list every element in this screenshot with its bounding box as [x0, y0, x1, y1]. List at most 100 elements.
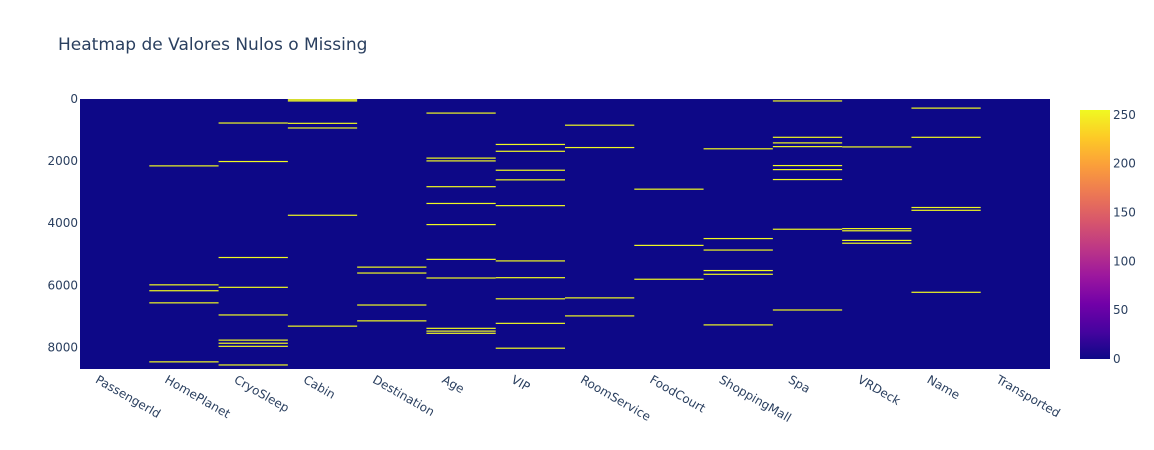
x-tick-label: Name [925, 372, 963, 402]
y-axis: 0 2000 4000 6000 8000 [47, 92, 78, 354]
missing-value-line [287, 100, 358, 102]
x-tick-label: CryoSleep [232, 372, 292, 415]
missing-value-line [703, 249, 773, 251]
y-tick-label: 8000 [47, 340, 78, 354]
missing-value-line [634, 244, 704, 246]
x-tick-label: Age [440, 372, 467, 396]
colorbar-tick-label: 50 [1113, 303, 1128, 317]
missing-value-line [426, 202, 496, 205]
missing-value-line [357, 272, 427, 274]
missing-value-line [911, 136, 981, 138]
missing-value-line [287, 99, 358, 101]
missing-value-line [495, 205, 565, 207]
missing-value-line [911, 209, 981, 211]
colorbar-tick-label: 250 [1113, 108, 1136, 122]
y-tick-label: 6000 [47, 278, 78, 292]
missing-value-line [495, 347, 565, 349]
missing-value-line [565, 297, 635, 299]
colorbar-tick-label: 200 [1113, 157, 1136, 171]
missing-value-line [218, 160, 288, 163]
missing-value-line [495, 150, 565, 152]
x-tick-label: Cabin [301, 372, 338, 401]
colorbar: 0 50 100 150 200 250 [1080, 108, 1136, 366]
missing-value-line [149, 290, 219, 292]
heatmap-area [80, 99, 1050, 369]
missing-value-line [495, 322, 565, 324]
missing-value-line [426, 277, 496, 279]
heatmap-background [80, 99, 1050, 369]
missing-value-line [634, 188, 704, 190]
missing-value-line [426, 112, 496, 114]
missing-value-line [218, 345, 288, 347]
missing-value-line [287, 325, 358, 327]
missing-value-line [426, 258, 496, 260]
colorbar-tick-label: 100 [1113, 254, 1136, 268]
missing-value-line [911, 107, 981, 109]
x-tick-label: HomePlanet [162, 372, 233, 421]
chart-title: Heatmap de Valores Nulos o Missing [58, 35, 367, 55]
missing-value-line [772, 178, 843, 181]
missing-value-line [772, 136, 843, 138]
x-tick-label: Transported [993, 372, 1063, 420]
missing-value-line [426, 332, 496, 334]
missing-value-line [149, 302, 219, 304]
missing-value-line [772, 100, 843, 102]
colorbar-gradient [1080, 110, 1110, 359]
missing-value-line [703, 324, 773, 326]
missing-value-line [495, 260, 565, 262]
missing-value-line [842, 242, 912, 244]
x-tick-label: FoodCourt [647, 372, 708, 415]
x-tick-label: Destination [370, 372, 437, 419]
missing-value-line [218, 122, 288, 124]
missing-value-line [287, 127, 358, 129]
missing-value-line [149, 361, 219, 363]
missing-value-line [426, 330, 496, 332]
missing-value-line [772, 146, 843, 148]
x-tick-label: RoomService [578, 372, 653, 423]
missing-value-line [703, 148, 773, 150]
missing-value-line [634, 278, 704, 280]
missing-value-line [357, 304, 427, 306]
missing-value-line [703, 269, 773, 272]
missing-value-line [287, 122, 358, 124]
missing-value-line [218, 256, 288, 259]
missing-value-line [287, 214, 358, 216]
missing-value-line [565, 124, 635, 126]
missing-value-line [565, 315, 635, 317]
missing-value-line [911, 206, 981, 209]
missing-value-line [772, 228, 843, 230]
missing-value-line [842, 146, 912, 148]
missing-value-line [495, 169, 565, 171]
x-tick-label: PassengerId [93, 372, 163, 420]
x-tick-label: VRDeck [855, 372, 903, 408]
missing-value-line [772, 169, 843, 171]
missing-value-line [703, 273, 773, 275]
missing-value-line [426, 160, 496, 162]
missing-value-line [218, 364, 288, 366]
x-tick-label: ShoppingMall [717, 372, 794, 424]
missing-value-line [703, 237, 773, 240]
missing-value-line [426, 157, 496, 159]
missing-value-line [495, 298, 565, 300]
missing-value-line [495, 277, 565, 279]
missing-value-line [772, 142, 843, 144]
y-tick-label: 4000 [47, 216, 78, 230]
colorbar-tick-label: 0 [1113, 352, 1121, 366]
missing-value-line [495, 143, 565, 146]
missing-value-line [565, 146, 635, 149]
x-tick-label: VIP [509, 372, 532, 394]
missing-value-line [772, 309, 843, 311]
x-tick-label: Spa [786, 372, 813, 395]
missing-value-line [357, 266, 427, 268]
missing-value-line [426, 327, 496, 329]
missing-value-line [357, 320, 427, 322]
missing-value-line [426, 223, 496, 226]
missing-value-line [842, 230, 912, 232]
missing-value-line [218, 286, 288, 288]
missing-value-line [842, 239, 912, 242]
missing-value-line [426, 186, 496, 188]
y-tick-label: 2000 [47, 154, 78, 168]
missing-value-line [149, 284, 219, 286]
missing-value-line [495, 179, 565, 181]
